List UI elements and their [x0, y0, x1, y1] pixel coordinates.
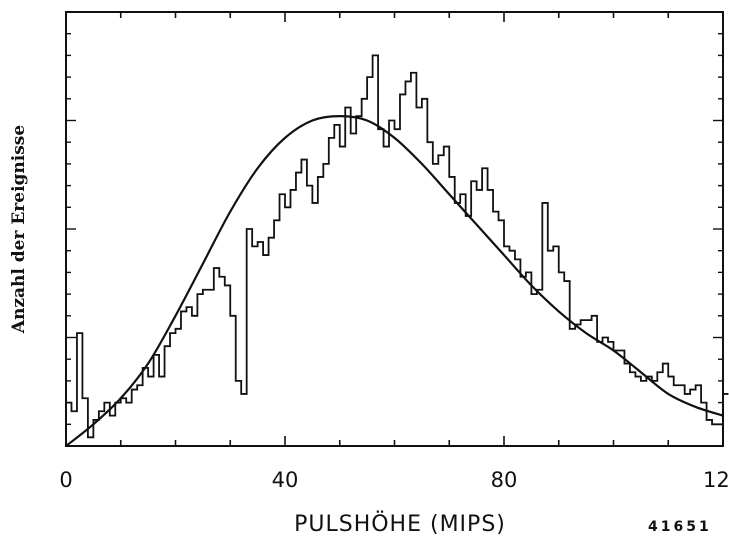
x-tick-label: 40 — [272, 468, 299, 492]
x-axis-tick-labels: 0 40 80 120 — [59, 468, 729, 492]
x-axis-title: PULSHÖHE (MIPS) — [294, 511, 506, 537]
x-tick-label: 80 — [491, 468, 518, 492]
histogram-step-line — [66, 54, 729, 439]
x-axis-ticks — [65, 12, 724, 446]
x-tick-label: 120 — [703, 468, 729, 492]
figure-number: 41651 — [648, 519, 712, 535]
y-axis-title: Anzahl der Ereignisse — [9, 125, 29, 335]
plot-frame — [65, 11, 724, 447]
y-axis-ticks — [66, 11, 723, 425]
x-tick-label: 0 — [59, 468, 72, 492]
fit-curve — [65, 115, 724, 447]
